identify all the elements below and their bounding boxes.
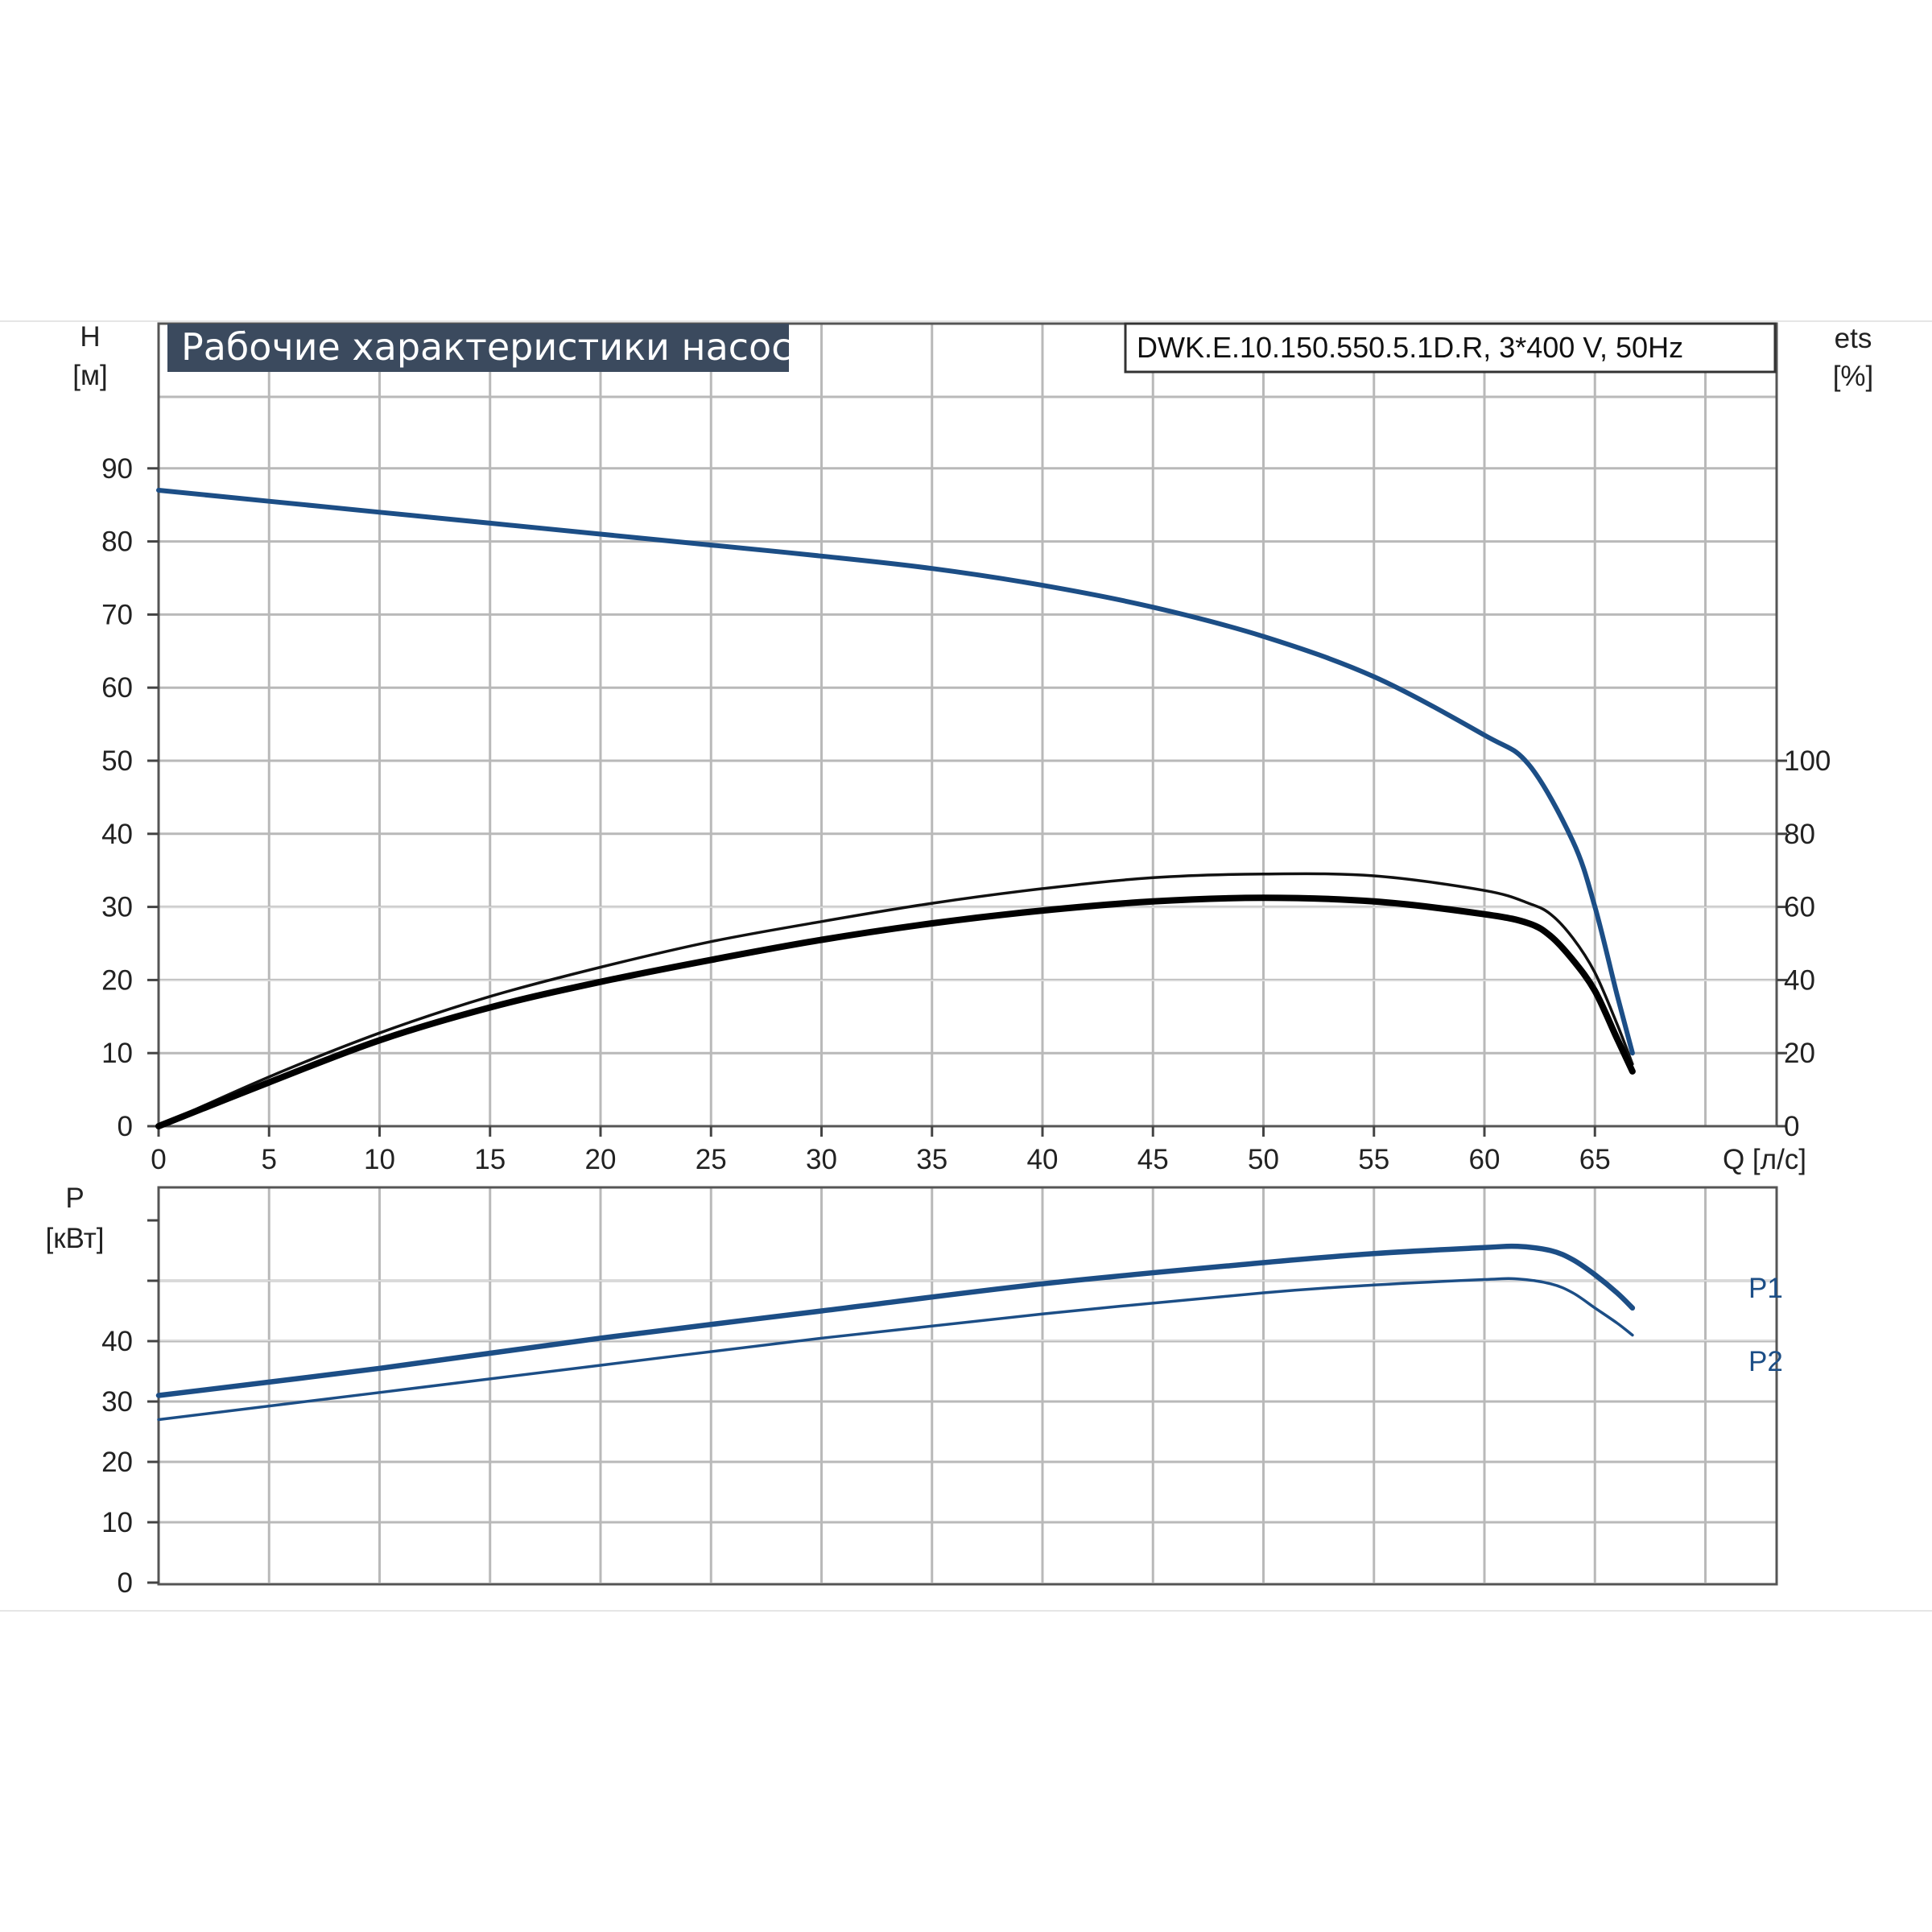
y-tick-label: 70 <box>101 599 133 630</box>
series-label-p2: P2 <box>1748 1346 1783 1377</box>
y-tick-label: 90 <box>101 453 133 485</box>
x-tick-label: 25 <box>696 1144 727 1175</box>
series-label-p1: P1 <box>1748 1273 1783 1304</box>
x-tick-label: 40 <box>1027 1144 1059 1175</box>
power-panel: P [кВт] 0 10 20 30 40 P1 P2 <box>46 1183 1783 1599</box>
p-tick-label: 10 <box>101 1507 133 1538</box>
bottom-plot-frame <box>157 1186 1778 1586</box>
x-tick-label: 50 <box>1248 1144 1279 1175</box>
top-gridlines <box>159 324 1777 1126</box>
y-tick-label: 30 <box>101 892 133 923</box>
y2-tick-label: 20 <box>1784 1038 1815 1069</box>
efficiency-curve-thin <box>157 872 1634 1128</box>
y2-tick-label: 60 <box>1784 892 1815 923</box>
model-label: DWK.E.10.150.550.5.1D.R, 3*400 V, 50Hz <box>1137 331 1683 364</box>
y-axis-title: H <box>80 321 100 353</box>
y-tick-label: 0 <box>118 1111 133 1142</box>
x-tick-label: 65 <box>1579 1144 1611 1175</box>
p-tick-label: 30 <box>101 1386 133 1418</box>
p-axis-title: P <box>65 1183 84 1214</box>
x-tick-label: 15 <box>474 1144 506 1175</box>
power-curve-p1 <box>155 1243 1636 1398</box>
x-tick-label: 35 <box>916 1144 947 1175</box>
y2-axis-unit: [%] <box>1833 361 1874 392</box>
bottom-gridlines <box>159 1187 1777 1583</box>
x-tick-label: 55 <box>1358 1144 1389 1175</box>
x-tick-label: 45 <box>1137 1144 1169 1175</box>
top-tick-labels: 0 10 20 30 40 50 60 70 80 90 0 20 40 60 80 100 0 5 10 15 20 2… <box>101 453 1831 1175</box>
y-axis-unit: [м] <box>72 360 108 391</box>
head-efficiency-panel: Рабочие характеристики насоса DWK.E.10.1… <box>72 321 1873 1175</box>
x-tick-label: 10 <box>364 1144 395 1175</box>
y2-axis-title: ets <box>1835 323 1872 354</box>
x-tick-label: 0 <box>151 1144 166 1175</box>
p-tick-label: 40 <box>101 1326 133 1357</box>
x-axis-title: Q [л/с] <box>1723 1144 1806 1175</box>
x-tick-label: 20 <box>585 1144 617 1175</box>
p-tick-label: 20 <box>101 1447 133 1478</box>
y-tick-label: 10 <box>101 1038 133 1069</box>
y2-tick-label: 80 <box>1784 819 1815 850</box>
chart-title-box <box>167 324 789 372</box>
y2-tick-label: 100 <box>1784 745 1831 777</box>
y-tick-label: 40 <box>101 819 133 850</box>
efficiency-curve-thick <box>155 894 1636 1129</box>
x-tick-label: 30 <box>806 1144 837 1175</box>
y2-tick-label: 0 <box>1784 1111 1799 1142</box>
head-curve <box>156 488 1635 1056</box>
top-plot-frame <box>157 322 1778 1128</box>
y-tick-label: 80 <box>101 526 133 558</box>
chart-title: Рабочие характеристики насоса <box>181 325 815 369</box>
y-tick-label: 60 <box>101 672 133 704</box>
model-box <box>1124 322 1777 374</box>
y2-tick-label: 40 <box>1784 964 1815 996</box>
p-tick-label: 0 <box>118 1567 133 1599</box>
bottom-tick-labels: 0 10 20 30 40 <box>101 1219 159 1599</box>
p-axis-unit: [кВт] <box>46 1223 105 1254</box>
bottom-series <box>155 1243 1636 1422</box>
y-tick-label: 50 <box>101 745 133 777</box>
power-curve-p2 <box>157 1277 1634 1422</box>
top-series <box>155 488 1636 1129</box>
x-tick-label: 5 <box>262 1144 277 1175</box>
y-tick-label: 20 <box>101 964 133 996</box>
x-tick-label: 60 <box>1469 1144 1501 1175</box>
